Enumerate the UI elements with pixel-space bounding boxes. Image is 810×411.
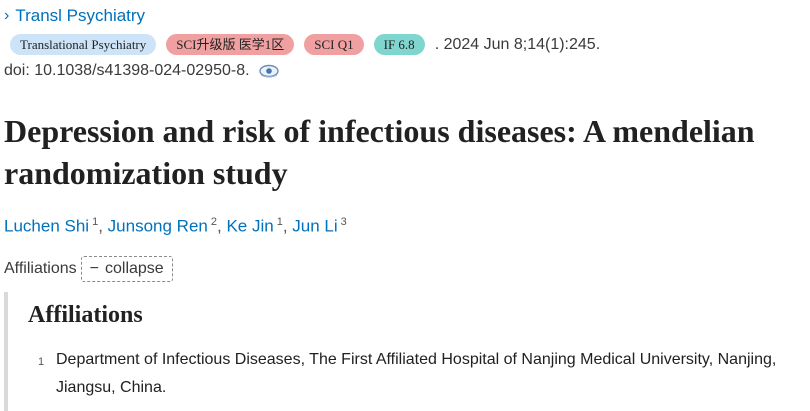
author-link[interactable]: Ke Jin	[226, 216, 274, 236]
author-affiliation-number[interactable]: 1	[92, 216, 99, 228]
article-title: Depression and risk of infectious diseas…	[4, 113, 755, 191]
affiliations-toggle-row: Affiliations − collapse	[4, 256, 173, 282]
author-list: Luchen Shi 1, Junsong Ren 2, Ke Jin 1, Jun …	[4, 216, 347, 237]
affiliations-panel: Affiliations 1 Department of Infectious …	[4, 292, 810, 411]
citation-text: . 2024 Jun 8;14(1):245.	[434, 35, 601, 53]
journal-badge: Translational Psychiatry	[10, 34, 157, 55]
link-eye-icon[interactable]	[258, 63, 280, 79]
affiliations-heading: Affiliations	[28, 302, 143, 328]
author-affiliation-number[interactable]: 2	[210, 216, 217, 228]
author-affiliation-number[interactable]: 3	[340, 216, 347, 228]
author-affiliation-number[interactable]: 1	[276, 216, 283, 228]
affiliation-item: 1 Department of Infectious Diseases, The…	[38, 346, 810, 402]
doi-line: doi: 10.1038/s41398-024-02950-8.	[4, 62, 280, 80]
author-separator: ,	[98, 216, 103, 236]
collapse-button[interactable]: − collapse	[80, 256, 173, 282]
collapse-button-label: collapse	[104, 260, 164, 277]
minus-icon: −	[89, 260, 99, 277]
author-link[interactable]: Luchen Shi	[4, 216, 90, 236]
doi-text[interactable]: doi: 10.1038/s41398-024-02950-8.	[4, 62, 250, 79]
affiliations-toggle-label: Affiliations	[4, 260, 77, 277]
author-separator: ,	[216, 216, 222, 236]
impact-factor-badge: IF 6.8	[373, 34, 425, 55]
journal-link[interactable]: › Transl Psychiatry	[4, 6, 145, 26]
affiliation-number: 1	[38, 356, 45, 368]
affiliation-text: Department of Infectious Diseases, The F…	[56, 351, 777, 396]
author-link[interactable]: Junsong Ren	[107, 216, 208, 236]
chevron-right-icon: ›	[4, 7, 10, 24]
sci-quartile-badge: SCI Q1	[304, 34, 364, 55]
badge-row: Translational Psychiatry SCI升级版 医学1区 SCI…	[10, 34, 600, 55]
journal-name[interactable]: Transl Psychiatry	[15, 6, 146, 25]
sci-rank-badge: SCI升级版 医学1区	[166, 34, 295, 55]
author-separator: ,	[282, 216, 288, 236]
author-link[interactable]: Jun Li	[292, 216, 338, 236]
